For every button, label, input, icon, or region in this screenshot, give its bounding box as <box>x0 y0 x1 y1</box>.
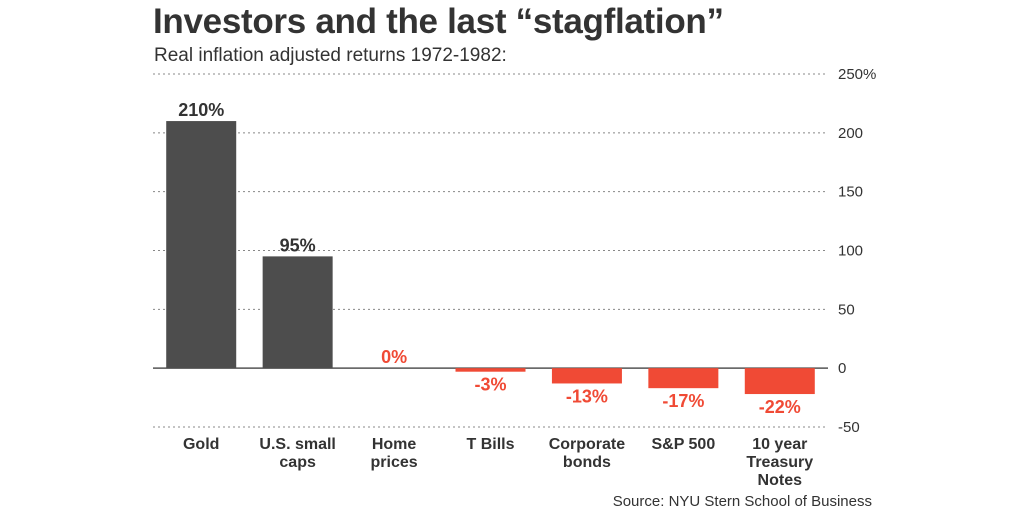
x-category-label: Home prices <box>371 436 418 471</box>
data-label: 0% <box>381 347 407 367</box>
x-category-label: Gold <box>183 436 219 453</box>
bar <box>744 368 815 395</box>
chart-title: Investors and the last “stagflation” <box>153 2 724 41</box>
bar <box>551 368 622 384</box>
y-tick-label: 0 <box>838 360 846 377</box>
x-category-label: U.S. small caps <box>259 436 335 471</box>
chart-subtitle: Real inflation adjusted returns 1972-198… <box>154 45 507 66</box>
bars <box>166 121 815 395</box>
bar <box>166 121 237 369</box>
y-tick-label: 150 <box>838 184 863 201</box>
y-tick-label: 200 <box>838 125 863 142</box>
x-category-label: 10 year Treasury Notes <box>746 436 813 489</box>
source-note: Source: NYU Stern School of Business <box>612 493 872 510</box>
labels: -50 0 50 100 150 200 250% 210% Gold 95% U.S. small… <box>178 66 876 489</box>
data-label: -3% <box>474 375 506 395</box>
x-category-label: S&P 500 <box>651 436 715 453</box>
bar <box>455 368 526 372</box>
bar <box>262 256 333 369</box>
y-tick-label: 100 <box>838 243 863 260</box>
bar <box>648 368 719 389</box>
x-category-label: T Bills <box>466 436 514 453</box>
data-label: 95% <box>280 235 316 255</box>
y-tick-label: -50 <box>838 419 860 436</box>
x-category-label: Corporate bonds <box>549 436 626 471</box>
data-label: -22% <box>759 397 801 417</box>
data-label: 210% <box>178 100 224 120</box>
data-label: -13% <box>566 386 608 406</box>
y-tick-label: 250% <box>838 66 876 83</box>
data-label: -17% <box>662 391 704 411</box>
y-tick-label: 50 <box>838 301 855 318</box>
